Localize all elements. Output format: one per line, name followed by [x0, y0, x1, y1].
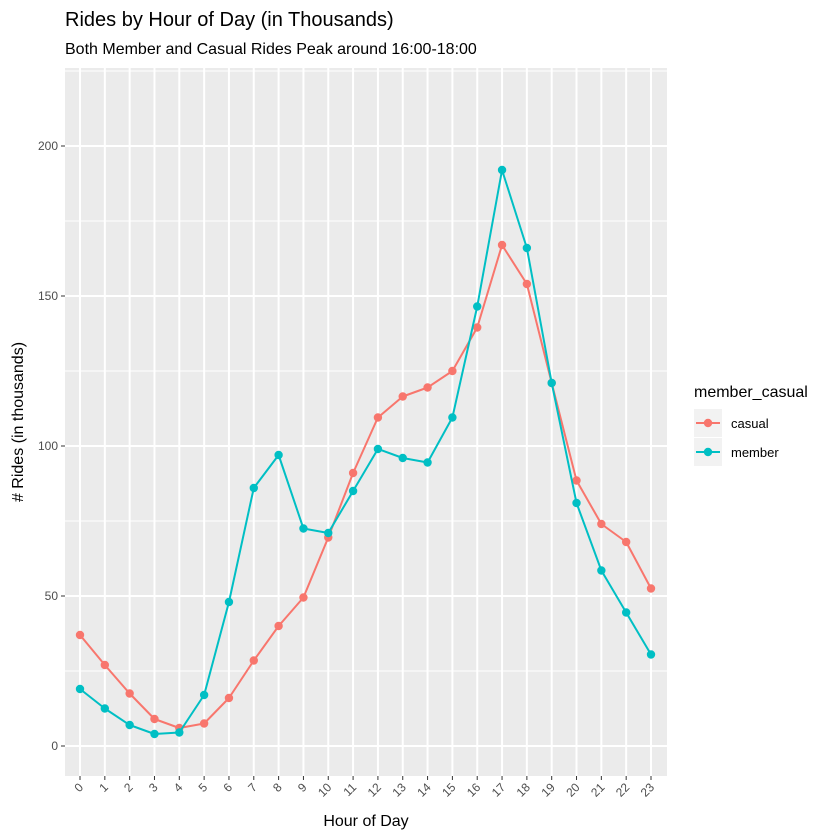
- plot-panel: [65, 68, 667, 776]
- y-tick-label: 100: [38, 439, 58, 453]
- data-point-casual: [299, 593, 308, 602]
- legend-label-member: member: [731, 445, 779, 460]
- data-point-member: [497, 165, 507, 175]
- data-point-member: [224, 597, 234, 607]
- data-point-member: [423, 458, 432, 467]
- data-point-member: [646, 650, 656, 659]
- data-point-member: [348, 486, 358, 496]
- data-point-casual: [348, 468, 358, 478]
- data-point-member: [100, 704, 110, 713]
- x-tick-label: 14: [414, 780, 434, 800]
- data-point-casual: [100, 660, 110, 670]
- data-point-casual: [274, 621, 283, 631]
- data-point-member: [473, 302, 482, 311]
- data-point-casual: [249, 656, 258, 665]
- x-tick-label: 20: [563, 780, 583, 800]
- data-point-casual: [597, 519, 606, 529]
- x-tick-label: 19: [538, 780, 558, 800]
- data-point-casual: [423, 383, 432, 392]
- data-point-member: [597, 566, 606, 575]
- x-tick-label: 3: [146, 780, 161, 795]
- data-point-member: [75, 684, 85, 694]
- x-tick-label: 13: [390, 780, 410, 800]
- data-point-casual: [398, 392, 407, 401]
- major-gridlines: [65, 68, 667, 776]
- x-tick-label: 6: [220, 780, 235, 795]
- data-point-member: [249, 483, 258, 493]
- x-tick-label: 18: [514, 780, 534, 800]
- data-point-casual: [75, 630, 85, 640]
- x-tick-label: 16: [464, 780, 484, 800]
- legend-label-casual: casual: [731, 416, 769, 431]
- legend-key-point: [703, 418, 713, 428]
- data-point-casual: [373, 413, 383, 422]
- minor-gridlines: [65, 70, 667, 672]
- chart-subtitle: Both Member and Casual Rides Peak around…: [65, 41, 477, 58]
- data-point-member: [150, 729, 159, 739]
- x-tick-label: 17: [489, 780, 509, 800]
- x-tick-label: 7: [245, 780, 260, 795]
- series-member: [75, 165, 656, 739]
- y-tick-label: 0: [51, 739, 58, 753]
- x-tick-label: 0: [71, 780, 86, 795]
- y-tick-label: 150: [38, 289, 58, 303]
- data-point-casual: [646, 584, 656, 593]
- data-point-casual: [522, 279, 532, 289]
- data-point-member: [199, 690, 209, 700]
- data-point-member: [448, 413, 457, 422]
- data-point-member: [621, 608, 631, 617]
- data-point-member: [398, 453, 407, 463]
- data-point-casual: [621, 537, 631, 547]
- data-point-member: [125, 720, 134, 730]
- x-tick-label: 23: [638, 780, 658, 800]
- x-tick-label: 8: [270, 780, 285, 795]
- data-point-member: [522, 243, 532, 253]
- data-point-member: [274, 450, 283, 460]
- data-point-casual: [572, 476, 581, 485]
- x-tick-label: 10: [315, 780, 335, 800]
- data-point-member: [175, 728, 184, 737]
- x-tick-label: 15: [439, 780, 459, 800]
- x-tick-label: 12: [365, 780, 385, 800]
- y-tick-label: 50: [45, 589, 59, 603]
- data-point-casual: [473, 323, 482, 332]
- legend: member_casual casual member: [694, 384, 808, 466]
- y-tick-label: 200: [38, 139, 58, 153]
- legend-key-point: [703, 447, 713, 457]
- y-axis: 0 50 100 150 200: [38, 139, 65, 753]
- data-point-member: [547, 378, 556, 388]
- x-tick-label: 5: [196, 780, 211, 795]
- x-axis-title: Hour of Day: [323, 813, 408, 830]
- x-tick-label: 11: [340, 780, 359, 799]
- data-point-casual: [199, 719, 209, 728]
- x-tick-label: 22: [613, 780, 633, 800]
- x-tick-label: 1: [96, 780, 111, 795]
- x-tick-label: 9: [295, 780, 310, 795]
- data-point-member: [299, 524, 308, 533]
- y-axis-title: # Rides (in thousands): [10, 342, 27, 502]
- data-point-casual: [224, 693, 234, 703]
- data-point-member: [324, 528, 333, 538]
- series-layer: [75, 165, 656, 739]
- x-axis: 0 1 2 3 4 5 6 7 8 9 10 11 12 13 14 15 16 17 18 19 20 21 22 23: [71, 776, 657, 800]
- data-point-member: [373, 444, 383, 454]
- x-tick-label: 4: [171, 780, 186, 795]
- x-tick-label: 21: [588, 780, 608, 800]
- x-tick-label: 2: [121, 780, 136, 795]
- data-point-casual: [448, 366, 457, 376]
- chart-title: Rides by Hour of Day (in Thousands): [65, 9, 394, 31]
- data-point-casual: [150, 714, 159, 724]
- data-point-member: [572, 498, 581, 508]
- legend-title: member_casual: [694, 384, 808, 401]
- data-point-casual: [125, 689, 134, 698]
- data-point-casual: [497, 240, 507, 250]
